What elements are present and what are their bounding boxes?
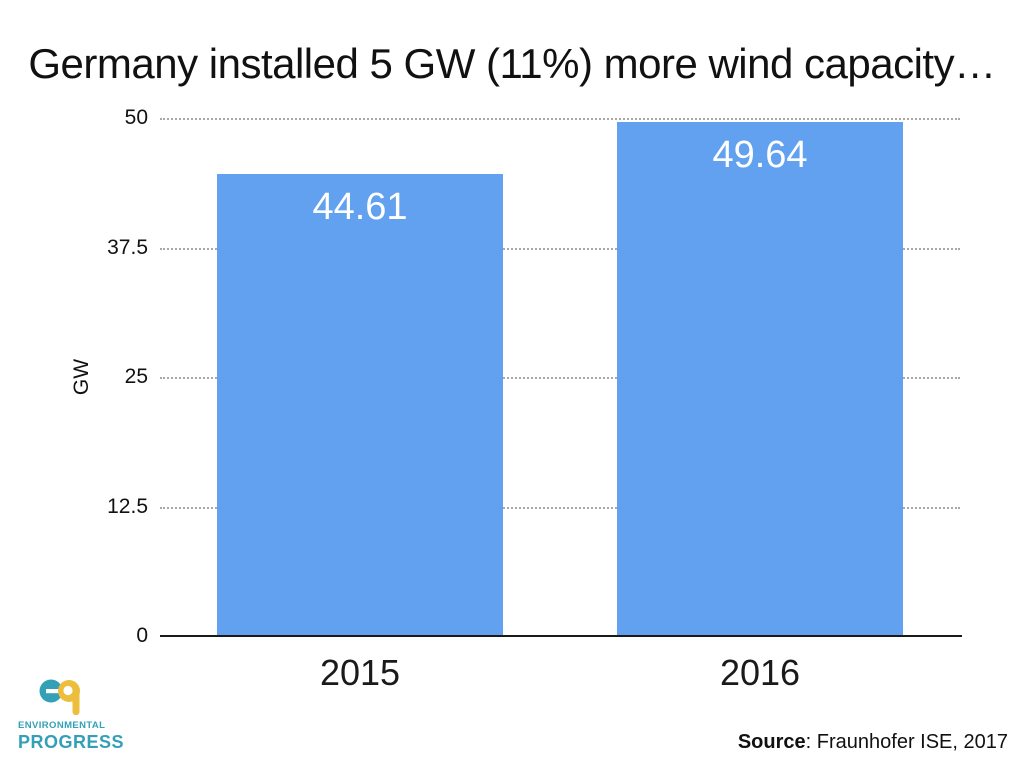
y-tick-label: 12.5 xyxy=(107,494,148,518)
bar-value-label: 44.61 xyxy=(312,186,408,228)
y-tick-label: 25 xyxy=(124,365,148,388)
y-tick-label: 37.5 xyxy=(107,235,148,259)
logo-text-environmental: ENVIRONMENTAL xyxy=(18,720,106,731)
source-text: : Fraunhofer ISE, 2017 xyxy=(805,731,1008,753)
gridline xyxy=(160,247,960,250)
chart-title: Germany installed 5 GW (11%) more wind c… xyxy=(28,40,996,87)
logo-text-progress: PROGRESS xyxy=(18,731,125,752)
gridline xyxy=(160,118,960,120)
bar-value-label: 49.64 xyxy=(712,134,808,176)
plot-area: 44.61 49.64 xyxy=(160,118,960,636)
gridline xyxy=(160,506,960,509)
ep-monogram-icon xyxy=(39,679,80,715)
x-axis-line xyxy=(160,635,962,637)
gridline xyxy=(160,377,960,379)
source-credit: Source: Fraunhofer ISE, 2017 xyxy=(738,731,1008,754)
x-tick-label-2015: 2015 xyxy=(319,652,401,693)
source-label: Source xyxy=(737,731,806,753)
bar-2016: 49.64 xyxy=(617,122,903,636)
x-tick-label-2016: 2016 xyxy=(719,652,801,693)
y-tick-label: 0 xyxy=(136,624,148,647)
bar-2015: 44.61 xyxy=(217,174,503,636)
y-tick-label: 50 xyxy=(124,106,148,129)
environmental-progress-logo: ENVIRONMENTAL PROGRESS xyxy=(18,678,125,752)
